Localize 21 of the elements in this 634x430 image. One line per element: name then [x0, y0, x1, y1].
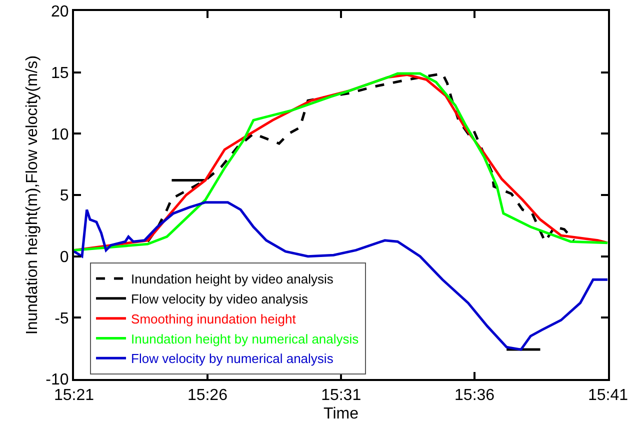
- y-tick-label: 5: [60, 188, 69, 205]
- line-series: [74, 201, 608, 351]
- y-tick-label: 0: [60, 248, 69, 266]
- legend-label: Inundation height by video analysis: [131, 272, 334, 287]
- y-tick-label: 20: [51, 4, 69, 21]
- x-tick-label: 15:36: [454, 387, 495, 404]
- y-tick-label: 10: [51, 126, 69, 144]
- y-tick-label: -10: [46, 372, 69, 389]
- x-axis-title: Time: [324, 405, 359, 422]
- x-tick-label: 15:31: [321, 387, 362, 404]
- y-tick-label: 15: [51, 64, 69, 82]
- line-series: [146, 72, 576, 243]
- x-tick-label: 15:26: [187, 387, 228, 404]
- y-axis-title: Inundation height(m),Flow velocity(m/s): [24, 55, 42, 335]
- y-tick-label: -5: [54, 310, 69, 328]
- legend-label: Smoothing inundation height: [131, 311, 296, 326]
- legend-label: Flow velocity by numerical analysis: [131, 351, 334, 366]
- x-tick-label: 15:41: [588, 387, 628, 404]
- legend-label: Flow velocity by video analysis: [131, 292, 309, 307]
- x-tick-label: 15:21: [54, 387, 94, 404]
- legend-label: Inundation height by numerical analysis: [131, 331, 360, 346]
